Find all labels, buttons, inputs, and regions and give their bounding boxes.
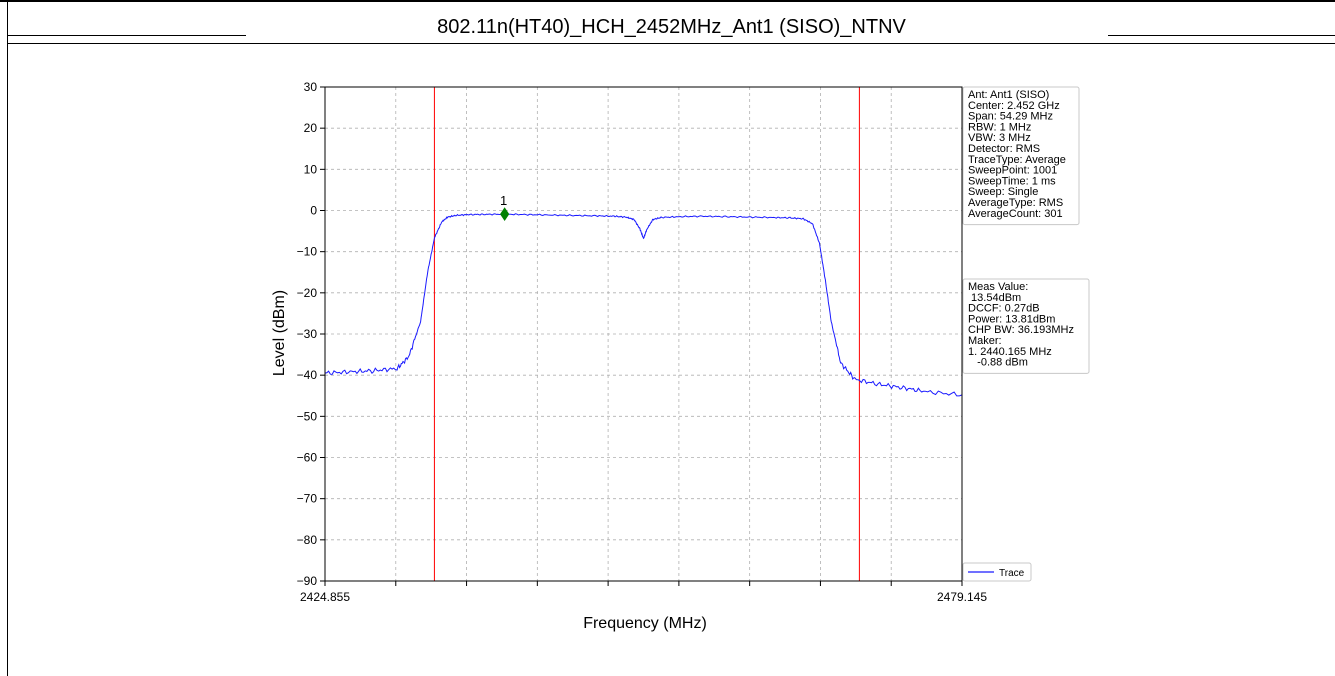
y-tick-label: −30 [297, 327, 318, 341]
meas-box-line: 1. 2440.165 MHz [968, 346, 1052, 358]
trace-line [324, 212, 963, 397]
grid-layer [325, 86, 962, 582]
table-left-border [7, 0, 8, 676]
meas-box-line: CHP BW: 36.193MHz [968, 324, 1074, 336]
legend: Trace [962, 562, 1032, 582]
legend-label: Trace [999, 568, 1025, 579]
table-top-border [0, 0, 1335, 2]
x-tick-label-min: 2424.855 [300, 590, 350, 604]
y-tick-label: −90 [297, 574, 318, 588]
info-box-line: Ant: Ant1 (SISO) [968, 89, 1049, 101]
y-tick-label: −70 [297, 492, 318, 506]
title-row: 802.11n(HT40)_HCH_2452MHz_Ant1 (SISO)_NT… [8, 2, 1335, 38]
y-tick-label: −50 [297, 409, 318, 423]
info-box-line: SweepTime: 1 ms [968, 175, 1056, 187]
y-tick-label: 20 [304, 121, 318, 135]
marker-1-diamond [500, 207, 510, 222]
info-box-line: TraceType: Average [968, 154, 1066, 166]
info-box-line: AverageCount: 301 [968, 208, 1063, 220]
marker-1-label: 1 [500, 193, 507, 208]
limit-lines [433, 87, 860, 581]
meas-box-line: -0.88 dBm [968, 357, 1028, 369]
info-box-frame [962, 86, 1080, 226]
x-axis-label: Frequency (MHz) [583, 615, 707, 632]
y-tick-label: −20 [297, 286, 318, 300]
marker-layer: 1 [500, 193, 510, 222]
info-box-line: Sweep: Single [968, 186, 1038, 198]
info-box-line: Detector: RMS [968, 143, 1040, 155]
info-box-line: Span: 54.29 MHz [968, 111, 1053, 123]
row-divider [8, 43, 1335, 44]
y-tick-label: −40 [297, 368, 318, 382]
meas-box-line: 13.54dBm [968, 292, 1021, 304]
y-tick-label: 30 [304, 80, 318, 94]
meas-box-frame [962, 278, 1090, 374]
meas-box-line: Power: 13.81dBm [968, 313, 1055, 325]
axes-layer [320, 86, 963, 586]
x-tick-label-max: 2479.145 [937, 590, 987, 604]
info-box-line: Center: 2.452 GHz [968, 100, 1060, 112]
chart-container: 1 30 20 10 0 −10 −20 −30 −40 −50 −60 −70 −80 −90 2424… [246, 44, 1108, 676]
meas-box-line: Maker: [968, 335, 1002, 347]
legend-frame [962, 562, 1032, 582]
title-underline-right [1108, 35, 1335, 36]
y-tick-label: 10 [304, 162, 318, 176]
page-title: 802.11n(HT40)_HCH_2452MHz_Ant1 (SISO)_NT… [437, 16, 906, 38]
spectrum-chart: 1 30 20 10 0 −10 −20 −30 −40 −50 −60 −70 −80 −90 2424… [271, 80, 1090, 632]
info-box-line: SweepPoint: 1001 [968, 165, 1057, 177]
info-box-line: AverageType: RMS [968, 197, 1063, 209]
plot-frame [324, 86, 963, 582]
tick-labels: 30 20 10 0 −10 −20 −30 −40 −50 −60 −70 −80 −90 2424.8… [297, 80, 988, 604]
y-tick-label: −10 [297, 245, 318, 259]
y-axis-label: Level (dBm) [271, 290, 288, 376]
series-layer [324, 212, 963, 397]
info-box-line: RBW: 1 MHz [968, 121, 1031, 133]
info-box-line: VBW: 3 MHz [968, 132, 1031, 144]
y-tick-label: 0 [310, 204, 317, 218]
meas-box-line: DCCF: 0.27dB [968, 303, 1040, 315]
title-underline-left [8, 35, 246, 36]
y-tick-label: −80 [297, 533, 318, 547]
y-tick-label: −60 [297, 451, 318, 465]
meas-box-line: Meas Value: [968, 281, 1028, 293]
